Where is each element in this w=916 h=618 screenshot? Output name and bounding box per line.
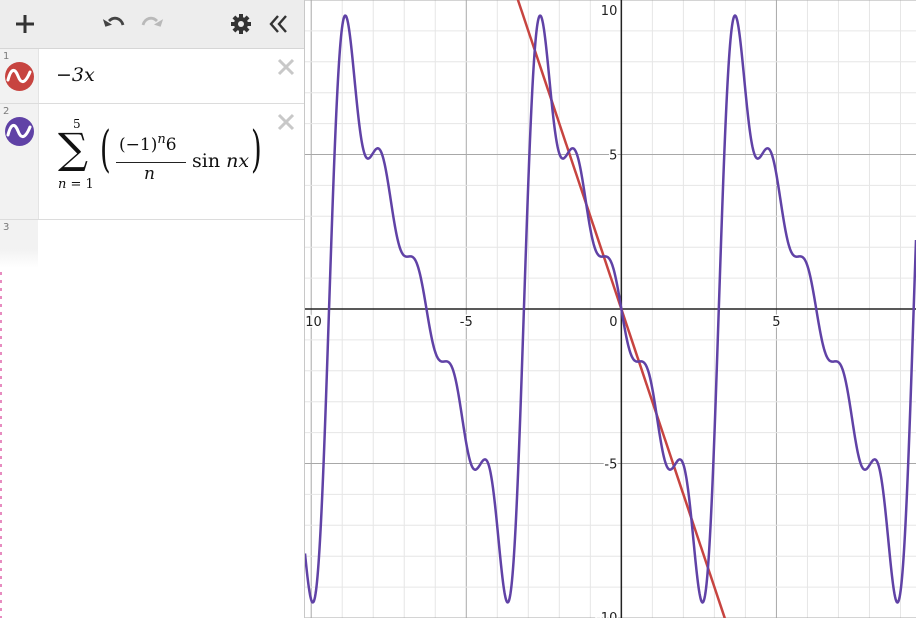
plus-icon xyxy=(16,15,34,33)
double-chevron-left-icon xyxy=(269,15,287,33)
expression-gutter: 1 xyxy=(0,49,39,103)
wave-icon[interactable] xyxy=(5,117,34,146)
graph-canvas[interactable]: -10 -5 0 5 10 5 -5 -10 xyxy=(305,0,916,618)
sum-upper-bound: 5 xyxy=(73,117,81,131)
numerator-base: (−1) xyxy=(119,135,158,155)
fraction-bar xyxy=(116,162,186,163)
add-item-button[interactable] xyxy=(11,10,39,38)
sum-symbol: ∑ xyxy=(58,124,88,173)
x-tick-label: -10 xyxy=(305,315,322,330)
x-tick-label: -5 xyxy=(460,315,473,330)
sine-word: sin xyxy=(192,150,227,172)
numerator-exponent: n xyxy=(157,132,166,147)
series-curve-2 xyxy=(305,14,916,604)
undo-button[interactable] xyxy=(100,10,128,38)
collapse-sidebar-button[interactable] xyxy=(265,10,293,38)
sine-term: sin nx xyxy=(192,150,249,172)
gear-icon xyxy=(231,14,251,34)
x-tick-label: 5 xyxy=(772,315,780,330)
y-tick-label: -10 xyxy=(596,611,617,618)
right-paren: ) xyxy=(251,120,262,178)
sum-lower-bound: n = 1 xyxy=(58,177,94,192)
numerator-tail: 6 xyxy=(165,135,177,155)
delete-expression-button[interactable] xyxy=(276,112,296,132)
x-tick-label: 0 xyxy=(609,315,617,330)
expression-row-3[interactable]: 3 xyxy=(0,220,304,268)
sum-index-var: n xyxy=(58,177,67,192)
y-tick-label: 5 xyxy=(609,149,617,164)
toolbar xyxy=(0,0,304,49)
sine-argument: nx xyxy=(226,150,250,172)
redo-icon xyxy=(141,16,164,27)
expression-number: 2 xyxy=(3,106,10,117)
y-tick-label: -5 xyxy=(604,458,617,473)
expression-number: 1 xyxy=(3,51,10,62)
sum-index-start: = 1 xyxy=(66,177,94,192)
close-icon xyxy=(277,113,295,131)
delete-expression-button[interactable] xyxy=(276,57,296,77)
new-expression-input[interactable] xyxy=(40,220,304,268)
expression-gutter: 3 xyxy=(0,220,38,268)
y-tick-label: 10 xyxy=(601,4,618,19)
expression-formula[interactable]: 5 ∑ n = 1 ( (−1)n6 n sin nx ) xyxy=(56,117,276,202)
expression-gutter: 2 xyxy=(0,104,39,219)
fraction-numerator: (−1)n6 xyxy=(119,132,177,155)
wave-icon[interactable] xyxy=(5,62,34,91)
graph-paper[interactable]: -10 -5 0 5 10 5 -5 -10 xyxy=(305,0,916,618)
fraction-denominator: n xyxy=(144,164,155,184)
left-paren: ( xyxy=(100,120,111,178)
redo-button[interactable] xyxy=(138,10,166,38)
undo-icon xyxy=(102,16,125,27)
expression-formula[interactable]: −3x xyxy=(56,64,95,86)
sidebar-edge-decoration xyxy=(0,0,2,618)
expression-row-2[interactable]: 2 5 ∑ n = 1 ( (−1)n6 n sin nx ) xyxy=(0,104,304,220)
settings-button[interactable] xyxy=(227,10,255,38)
expression-sidebar: 1 −3x 2 5 xyxy=(0,0,305,618)
close-icon xyxy=(277,58,295,76)
expression-number: 3 xyxy=(3,222,10,233)
expression-row-1[interactable]: 1 −3x xyxy=(0,49,304,104)
